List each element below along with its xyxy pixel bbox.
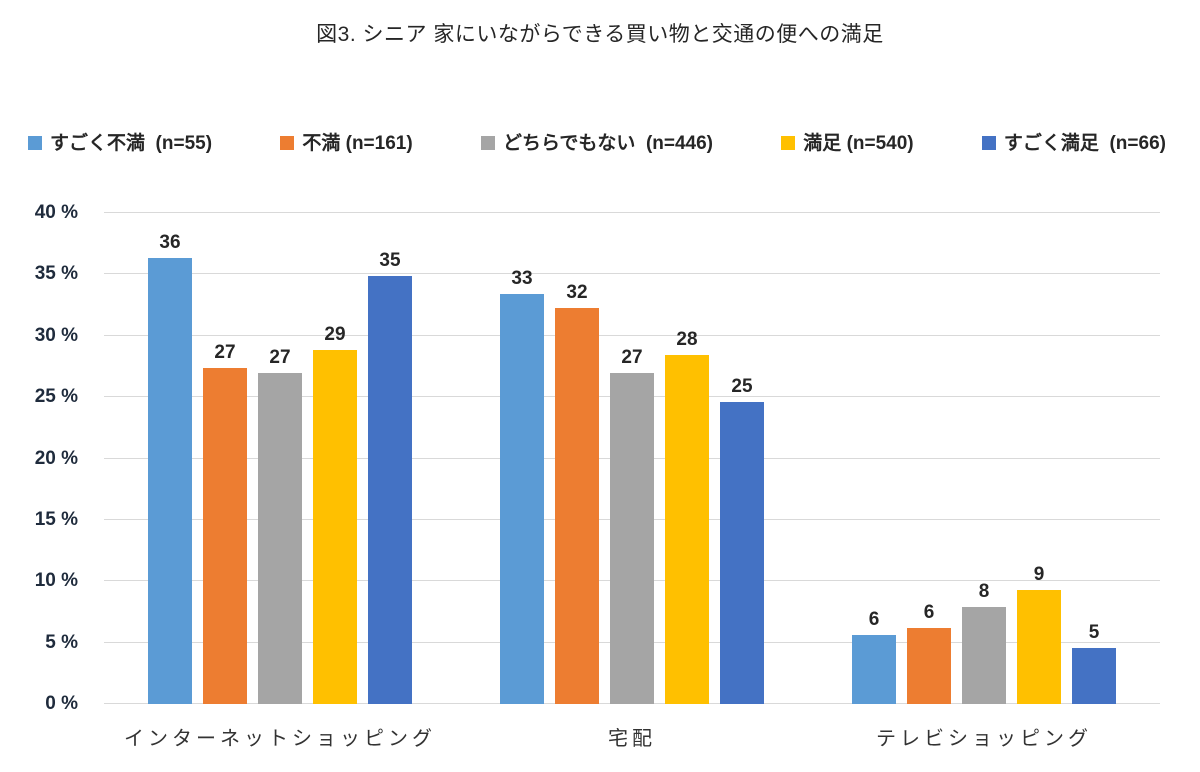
- gridline-40: [104, 212, 1160, 213]
- y-tick-label-40: 40 %: [34, 202, 78, 223]
- gridline-30: [104, 334, 1160, 336]
- bar-すごく満足-インターネットショッピング: [368, 275, 412, 704]
- bar-wrap: 6: [907, 213, 951, 704]
- bar-value-label: 35: [379, 249, 401, 271]
- bar-groups: 36 27 27 29 35 33 32 27 28 25 6 6 8 9 5: [104, 213, 1160, 704]
- bar-value-label: 27: [621, 346, 643, 368]
- bar-group-2: 33 32 27 28 25: [456, 213, 808, 704]
- bar-すごく満足-テレビショッピング: [1072, 647, 1116, 704]
- bar-wrap: 5: [1072, 213, 1116, 704]
- bar-value-label: 6: [923, 601, 935, 623]
- legend-label: 満足 (n=540): [803, 133, 914, 154]
- x-axis-category-labels: インターネットショッピング 宅配 テレビショッピング: [104, 722, 1160, 751]
- bar-group-3: 6 6 8 9 5: [808, 213, 1160, 704]
- bar-wrap: 28: [665, 213, 709, 704]
- bar-満足-テレビショッピング: [1017, 589, 1061, 704]
- bar-wrap: 8: [962, 213, 1006, 704]
- bar-すごく不満-インターネットショッピング: [148, 258, 192, 704]
- plot-area: 36 27 27 29 35 33 32 27 28 25 6 6 8 9 5: [104, 212, 1160, 704]
- y-tick-label-10: 10 %: [34, 570, 78, 592]
- bar-wrap: 27: [610, 213, 654, 704]
- bar-value-label: 8: [978, 581, 990, 603]
- legend-item-4: 満足 (n=540): [781, 128, 914, 155]
- category-label-2: 宅配: [608, 728, 656, 750]
- y-tick-label-20: 20 %: [34, 447, 78, 469]
- bar-value-label: 27: [269, 346, 291, 368]
- legend-swatch-icon: [480, 135, 495, 150]
- legend-swatch-icon: [280, 135, 295, 150]
- bar-wrap: 6: [852, 213, 896, 704]
- bar-満足-宅配: [665, 355, 709, 704]
- bar-wrap: 25: [720, 213, 764, 704]
- bar-group-1: 36 27 27 29 35: [104, 213, 456, 704]
- legend-item-5: すごく満足 (n=66): [981, 128, 1166, 155]
- legend-label: すごく満足 (n=66): [1003, 133, 1166, 154]
- legend-label: どちらでもない (n=446): [502, 133, 714, 154]
- chart-title: 図3. シニア 家にいながらできる買い物と交通の便への満足: [316, 23, 884, 46]
- legend-item-3: どちらでもない (n=446): [480, 128, 714, 155]
- bar-wrap: 33: [500, 213, 544, 704]
- bar-wrap: 29: [313, 213, 357, 704]
- bar-value-label: 28: [676, 329, 698, 351]
- bar-不満-宅配: [555, 307, 599, 704]
- y-tick-label-15: 15 %: [34, 508, 78, 530]
- bar-wrap: 35: [368, 213, 412, 704]
- bar-すごく不満-テレビショッピング: [852, 635, 896, 704]
- bar-value-label: 5: [1088, 621, 1100, 643]
- bar-value-label: 27: [214, 341, 236, 363]
- bar-どちらでもない-宅配: [610, 372, 654, 704]
- y-tick-label-0: 0 %: [45, 693, 78, 714]
- bar-value-label: 36: [159, 232, 181, 254]
- y-tick-label-5: 5 %: [45, 631, 78, 653]
- legend: すごく不満 (n=55) 不満 (n=161) どちらでもない (n=446) 満足 …: [28, 128, 1166, 155]
- bar-wrap: 9: [1017, 213, 1061, 704]
- bar-wrap: 32: [555, 213, 599, 704]
- y-tick-label-35: 35 %: [34, 263, 78, 285]
- bar-value-label: 32: [566, 281, 588, 303]
- category-label-1: インターネットショッピング: [124, 728, 436, 750]
- legend-item-2: 不満 (n=161): [280, 128, 413, 155]
- legend-swatch-icon: [981, 135, 996, 150]
- bar-すごく不満-宅配: [500, 294, 544, 704]
- legend-label: すごく不満 (n=55): [50, 133, 213, 154]
- bar-wrap: 36: [148, 213, 192, 704]
- bar-どちらでもない-テレビショッピング: [962, 607, 1006, 704]
- bar-すごく満足-宅配: [720, 402, 764, 704]
- legend-label: 不満 (n=161): [302, 133, 413, 154]
- bar-満足-インターネットショッピング: [313, 350, 357, 704]
- legend-item-1: すごく不満 (n=55): [28, 128, 212, 155]
- bar-不満-インターネットショッピング: [203, 367, 247, 704]
- bar-value-label: 6: [868, 609, 880, 631]
- bar-どちらでもない-インターネットショッピング: [258, 372, 302, 704]
- y-tick-label-25: 25 %: [34, 386, 78, 408]
- y-axis: 0 % 5 % 10 % 15 % 20 % 25 % 30 % 35 % 40 %: [16, 202, 78, 714]
- bar-value-label: 29: [324, 324, 346, 346]
- bar-value-label: 9: [1033, 563, 1045, 585]
- legend-swatch-icon: [781, 135, 796, 150]
- bar-wrap: 27: [258, 213, 302, 704]
- bar-wrap: 27: [203, 213, 247, 704]
- legend-swatch-icon: [28, 135, 42, 150]
- bar-value-label: 25: [731, 376, 753, 398]
- category-label-3: テレビショッピング: [876, 728, 1092, 750]
- bar-value-label: 33: [511, 268, 533, 290]
- gridline-35: [104, 273, 1160, 275]
- y-tick-label-30: 30 %: [34, 324, 78, 346]
- bar-不満-テレビショッピング: [907, 627, 951, 704]
